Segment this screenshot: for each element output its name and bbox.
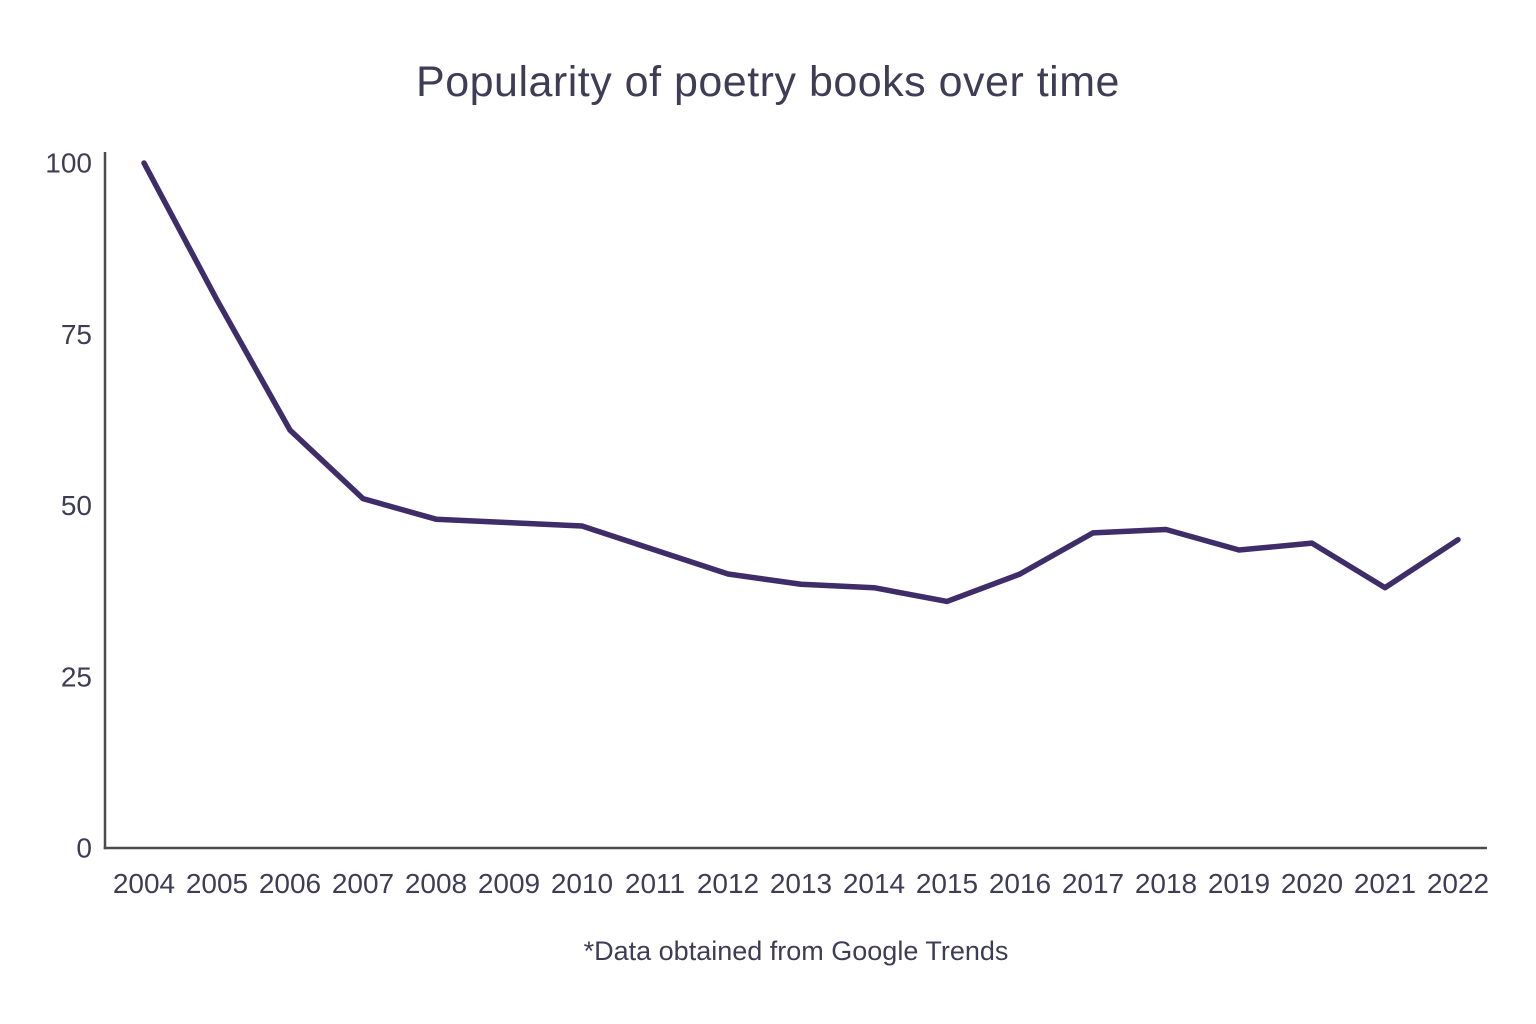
x-tick-label: 2011 <box>625 868 685 899</box>
x-tick-label: 2013 <box>770 868 832 899</box>
x-tick-label: 2007 <box>332 868 394 899</box>
x-tick-label: 2009 <box>478 868 540 899</box>
axes <box>103 152 1487 850</box>
x-tick-label: 2006 <box>259 868 321 899</box>
x-axis-tick-labels: 2004 2005 2006 2007 2008 2009 2010 2011 2012 2013… <box>113 868 1489 899</box>
series-line <box>141 160 1461 605</box>
x-tick-label: 2015 <box>916 868 978 899</box>
x-tick-label: 2019 <box>1208 868 1270 899</box>
x-tick-label: 2012 <box>697 868 759 899</box>
x-tick-label: 2020 <box>1281 868 1343 899</box>
y-axis-tick-labels: 0 25 50 75 100 <box>45 148 92 864</box>
x-tick-label: 2022 <box>1427 868 1489 899</box>
y-tick-label: 25 <box>61 661 92 692</box>
y-tick-label: 50 <box>61 490 92 521</box>
x-tick-label: 2018 <box>1135 868 1197 899</box>
y-tick-label: 0 <box>76 833 92 864</box>
x-tick-label: 2005 <box>186 868 248 899</box>
x-tick-label: 2021 <box>1354 868 1416 899</box>
x-tick-label: 2010 <box>551 868 613 899</box>
x-tick-label: 2017 <box>1062 868 1124 899</box>
x-tick-label: 2008 <box>405 868 467 899</box>
y-tick-label: 75 <box>61 319 92 350</box>
x-tick-label: 2014 <box>843 868 905 899</box>
x-tick-label: 2004 <box>113 868 175 899</box>
y-tick-label: 100 <box>45 148 92 179</box>
x-tick-label: 2016 <box>989 868 1051 899</box>
chart-title: Popularity of poetry books over time <box>416 58 1120 106</box>
footnote: *Data obtained from Google Trends <box>583 936 1009 966</box>
